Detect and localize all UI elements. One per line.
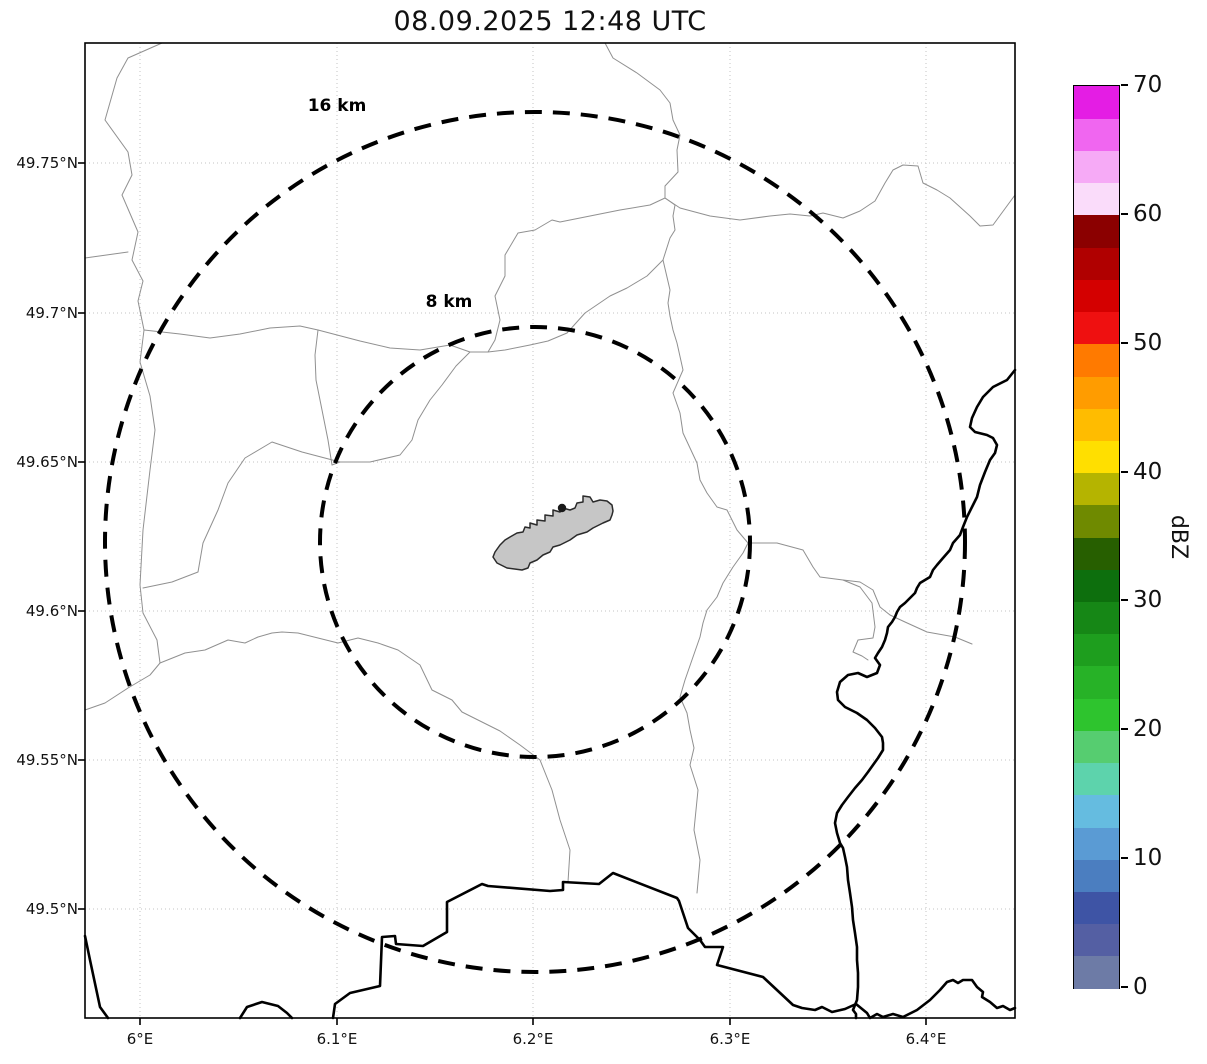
colorbar-segment (1074, 440, 1119, 474)
colorbar-segment (1074, 891, 1119, 925)
colorbar-tick-mark (1121, 986, 1128, 988)
colorbar-tick-label: 40 (1133, 458, 1163, 485)
range-ring-16km (103, 110, 967, 974)
colorbar-segment (1074, 408, 1119, 441)
figure-title: 08.09.2025 12:48 UTC (393, 6, 707, 37)
radar-site-marker (557, 503, 567, 513)
colorbar-segment (1074, 504, 1119, 538)
gridlines (85, 43, 1015, 1018)
border-segment-southwest (83, 934, 110, 1020)
boundary-line (143, 325, 471, 353)
y-axis-tick-label: 49.75°N (16, 154, 78, 172)
colorbar-segment (1074, 859, 1119, 892)
colorbar-tick-mark (1121, 857, 1128, 860)
colorbar-tick-label: 60 (1133, 200, 1163, 227)
colorbar-segment (1074, 569, 1119, 603)
colorbar-segment (1074, 923, 1119, 957)
colorbar-segment (1074, 730, 1119, 764)
colorbar-unit-label: dBZ (1166, 514, 1191, 560)
range-ring-label-16km: 16 km (307, 96, 367, 116)
colorbar-tick-mark (1121, 599, 1128, 602)
colorbar-tick-label: 30 (1133, 587, 1163, 614)
colorbar-segment (1074, 118, 1119, 152)
colorbar-segment (1074, 633, 1119, 667)
colorbar-segment (1074, 343, 1119, 377)
colorbar-segment (1074, 86, 1119, 119)
border-segment-river-east (833, 368, 1017, 1020)
colorbar-tick-mark (1121, 470, 1128, 473)
boundary-line (662, 259, 749, 544)
colorbar-segment (1074, 279, 1119, 313)
colorbar-segment (1074, 247, 1119, 280)
y-axis-tick-label: 49.5°N (25, 900, 78, 918)
colorbar-tick-label: 50 (1133, 329, 1163, 356)
colorbar-segment (1074, 472, 1119, 506)
colorbar-segment (1074, 955, 1119, 989)
colorbar-segment (1074, 762, 1119, 796)
colorbar-tick-mark (1121, 728, 1128, 731)
colorbar-segment (1074, 214, 1119, 248)
colorbar-tick-label: 20 (1133, 716, 1163, 743)
boundary-line (84, 251, 129, 259)
colorbar-tick-mark (1121, 212, 1128, 215)
colorbar (1073, 85, 1120, 989)
x-axis-tick-label: 6.2°E (512, 1030, 554, 1048)
axis-tick-marks (78, 162, 927, 1025)
boundary-line (84, 42, 163, 711)
colorbar-segment (1074, 537, 1119, 570)
colorbar-tick-mark (1121, 341, 1128, 344)
colorbar-tick-label: 10 (1133, 845, 1163, 872)
boundary-line (469, 259, 664, 353)
x-axis-tick-label: 6.4°E (905, 1030, 947, 1048)
boundary-line (664, 164, 1016, 227)
range-ring-label-8km: 8 km (425, 292, 473, 312)
admin-boundary-lines (84, 42, 1016, 894)
boundary-line (604, 42, 681, 261)
x-axis-tick-label: 6°E (126, 1030, 154, 1048)
colorbar-segment (1074, 794, 1119, 828)
boundary-line (747, 542, 973, 645)
colorbar-segment (1074, 150, 1119, 184)
colorbar-tick-mark (1121, 84, 1128, 86)
x-axis-tick-label: 6.1°E (316, 1030, 358, 1048)
airport-area-polygon (492, 495, 614, 571)
y-axis-tick-label: 49.7°N (25, 304, 78, 322)
country-border-lines (83, 368, 1017, 1020)
y-axis-tick-label: 49.55°N (16, 751, 78, 769)
boundary-line (159, 631, 571, 883)
colorbar-tick-label: 70 (1133, 72, 1163, 98)
boundary-line (142, 441, 341, 589)
colorbar-segment (1074, 311, 1119, 345)
colorbar-segment (1074, 375, 1119, 409)
colorbar-segment (1074, 698, 1119, 731)
plot-frame (84, 42, 1016, 1019)
boundary-line (487, 197, 666, 353)
range-ring-8km (318, 325, 752, 759)
colorbar-segment (1074, 601, 1119, 635)
colorbar-segment (1074, 826, 1119, 860)
y-axis-tick-label: 49.65°N (16, 453, 78, 471)
boundary-line (679, 542, 749, 894)
boundary-line (314, 329, 471, 466)
colorbar-segment (1074, 182, 1119, 216)
y-axis-tick-label: 49.6°N (25, 602, 78, 620)
colorbar-segment (1074, 665, 1119, 699)
border-segment-south-bump (238, 1000, 294, 1020)
x-axis-tick-label: 6.3°E (709, 1030, 751, 1048)
boundary-line (842, 579, 876, 661)
colorbar-tick-label: 0 (1133, 974, 1148, 1000)
border-segment-south (331, 871, 1017, 1020)
